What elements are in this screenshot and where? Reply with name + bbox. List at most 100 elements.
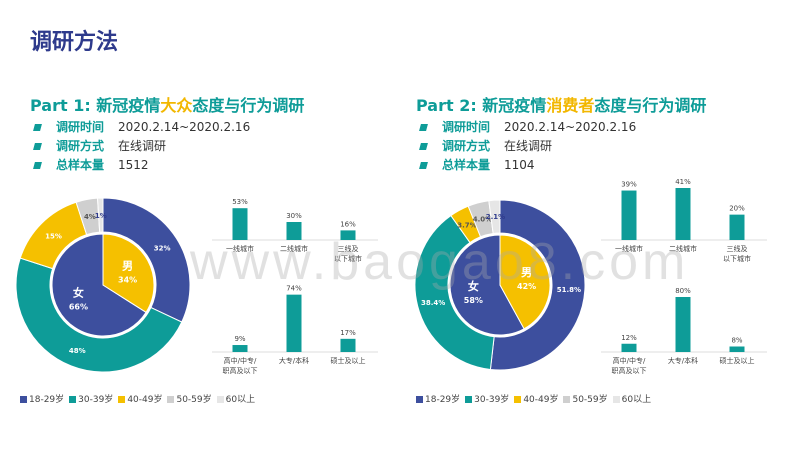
part1-age-legend: 18-29岁 30-39岁 40-49岁 50-59岁 60以上 — [20, 392, 260, 405]
p2-city-category-1: 二线城市 — [669, 244, 697, 253]
p2-age-label-4: 2.1% — [486, 213, 505, 221]
legend-swatch — [465, 396, 473, 403]
legend-label: 40-49岁 — [127, 395, 163, 405]
p1-age-label-0: 32% — [154, 244, 171, 252]
part2-age-legend: 18-29岁 30-39岁 40-49岁 50-59岁 60以上 — [416, 392, 656, 405]
part1-info: 调研时间 2020.2.14~2020.2.16 调研方式 在线调研 总样本量 151… — [33, 118, 294, 175]
info-label: 总样本量 — [56, 158, 105, 172]
p2-edu-category-0: 职高及以下 — [612, 366, 647, 375]
legend-swatch — [69, 396, 77, 403]
p2-gender-value-0: 58% — [464, 296, 483, 305]
p1-age-slice-1 — [15, 257, 183, 373]
legend-label: 18-29岁 — [29, 395, 65, 405]
legend-item: 30-39岁 — [69, 392, 113, 405]
info-value: 1104 — [504, 158, 535, 172]
page-title: 调研方法 — [30, 30, 119, 55]
p2-age-label-2: 3.7% — [457, 221, 476, 229]
p1-city-category-1: 二线城市 — [280, 244, 308, 253]
part1-info-time: 调研时间 2020.2.14~2020.2.16 — [33, 118, 294, 137]
p2-city-category-2: 三线及 — [727, 244, 748, 253]
part1-info-method: 调研方式 在线调研 — [33, 137, 294, 156]
legend-swatch — [612, 396, 620, 403]
legend-label: 40-49岁 — [523, 395, 559, 405]
legend-label: 60以上 — [621, 395, 652, 405]
legend-label: 30-39岁 — [474, 395, 510, 405]
p2-edu-value-1: 80% — [675, 287, 691, 295]
p2-edu-bar-2 — [729, 346, 745, 352]
p2-city-value-1: 41% — [675, 178, 691, 186]
p1-city-category-2: 三线及 — [338, 244, 359, 253]
p2-gender-category-0: 女 — [468, 279, 479, 293]
legend-item: 60以上 — [216, 392, 256, 405]
p2-age-slice-0 — [489, 199, 586, 371]
p1-city-value-0: 53% — [232, 198, 248, 206]
p2-edu-bar-1 — [675, 297, 691, 352]
p2-city-value-2: 20% — [729, 205, 745, 213]
legend-item: 60以上 — [612, 392, 652, 405]
p2-age-label-1: 38.4% — [421, 299, 445, 307]
p1-gender-slice-0 — [51, 233, 147, 337]
p1-edu-category-0: 高中/中专/ — [224, 356, 257, 365]
p2-city-bar-0 — [621, 190, 637, 240]
p1-gender-slice-1 — [102, 233, 155, 314]
p2-gender-value-1: 42% — [517, 282, 536, 291]
part2-info-sample: 总样本量 1104 — [419, 156, 680, 175]
legend-label: 60以上 — [225, 395, 256, 405]
info-value: 在线调研 — [118, 139, 167, 153]
info-value: 2020.2.14~2020.2.16 — [118, 120, 251, 134]
p2-age-slice-4 — [488, 199, 501, 235]
part1-title-post: 态度与行为调研 — [192, 96, 305, 115]
legend-item: 40-49岁 — [118, 392, 162, 405]
p1-edu-category-2: 硕士及以上 — [331, 356, 366, 365]
p2-gender-slice-0 — [449, 234, 525, 336]
p2-city-bar-2 — [729, 214, 745, 240]
legend-item: 18-29岁 — [20, 392, 64, 405]
legend-item: 50-59岁 — [563, 392, 608, 405]
legend-item: 50-59岁 — [167, 392, 212, 405]
p1-edu-category-1: 大专/本科 — [279, 356, 309, 365]
legend-swatch — [416, 396, 423, 403]
part2-title-pre: Part 2: 新冠疫情 — [416, 96, 547, 115]
p1-age-label-3: 4% — [84, 213, 96, 221]
p1-edu-bar-2 — [340, 338, 356, 352]
info-label: 调研方式 — [442, 139, 491, 153]
p1-edu-value-1: 74% — [286, 285, 302, 293]
legend-item: 18-29岁 — [416, 392, 460, 405]
p1-edu-value-0: 9% — [234, 335, 245, 343]
p1-edu-bar-0 — [232, 345, 248, 352]
legend-item: 40-49岁 — [514, 392, 558, 405]
p2-edu-value-0: 12% — [621, 334, 637, 342]
p2-age-slice-1 — [414, 214, 495, 371]
info-label: 调研时间 — [56, 120, 105, 134]
legend-label: 18-29岁 — [425, 395, 461, 405]
part1-title-pre: Part 1: 新冠疫情 — [30, 96, 161, 115]
p2-edu-category-1: 大专/本科 — [668, 356, 698, 365]
p1-city-category-2: 以下城市 — [334, 254, 362, 263]
p1-age-label-2: 15% — [45, 233, 62, 241]
p1-age-label-4: 1% — [95, 212, 107, 220]
part2-info: 调研时间 2020.2.14~2020.2.16 调研方式 在线调研 总样本量 110… — [419, 118, 680, 175]
p2-edu-category-2: 硕士及以上 — [720, 356, 755, 365]
info-value: 在线调研 — [504, 139, 553, 153]
p2-city-value-0: 39% — [621, 181, 637, 189]
p2-city-category-2: 以下城市 — [723, 254, 751, 263]
legend-swatch — [216, 396, 224, 403]
legend-swatch — [167, 396, 175, 403]
legend-swatch — [118, 396, 126, 403]
p1-city-bar-2 — [340, 230, 356, 240]
p1-city-category-0: 一线城市 — [226, 244, 254, 253]
info-value: 1512 — [118, 158, 149, 172]
part1-info-sample: 总样本量 1512 — [33, 156, 294, 175]
info-label: 调研时间 — [442, 120, 491, 134]
p2-age-label-0: 51.8% — [557, 286, 581, 294]
p2-edu-category-0: 高中/中专/ — [613, 356, 646, 365]
p2-city-category-0: 一线城市 — [615, 244, 643, 253]
p1-age-slice-4 — [97, 197, 104, 233]
p1-city-bar-1 — [286, 222, 302, 240]
p1-city-value-2: 16% — [340, 220, 356, 228]
part2-title-highlight: 消费者 — [546, 96, 595, 115]
p1-gender-value-1: 34% — [118, 275, 137, 284]
p1-gender-value-0: 66% — [69, 303, 88, 312]
legend-label: 30-39岁 — [78, 395, 114, 405]
